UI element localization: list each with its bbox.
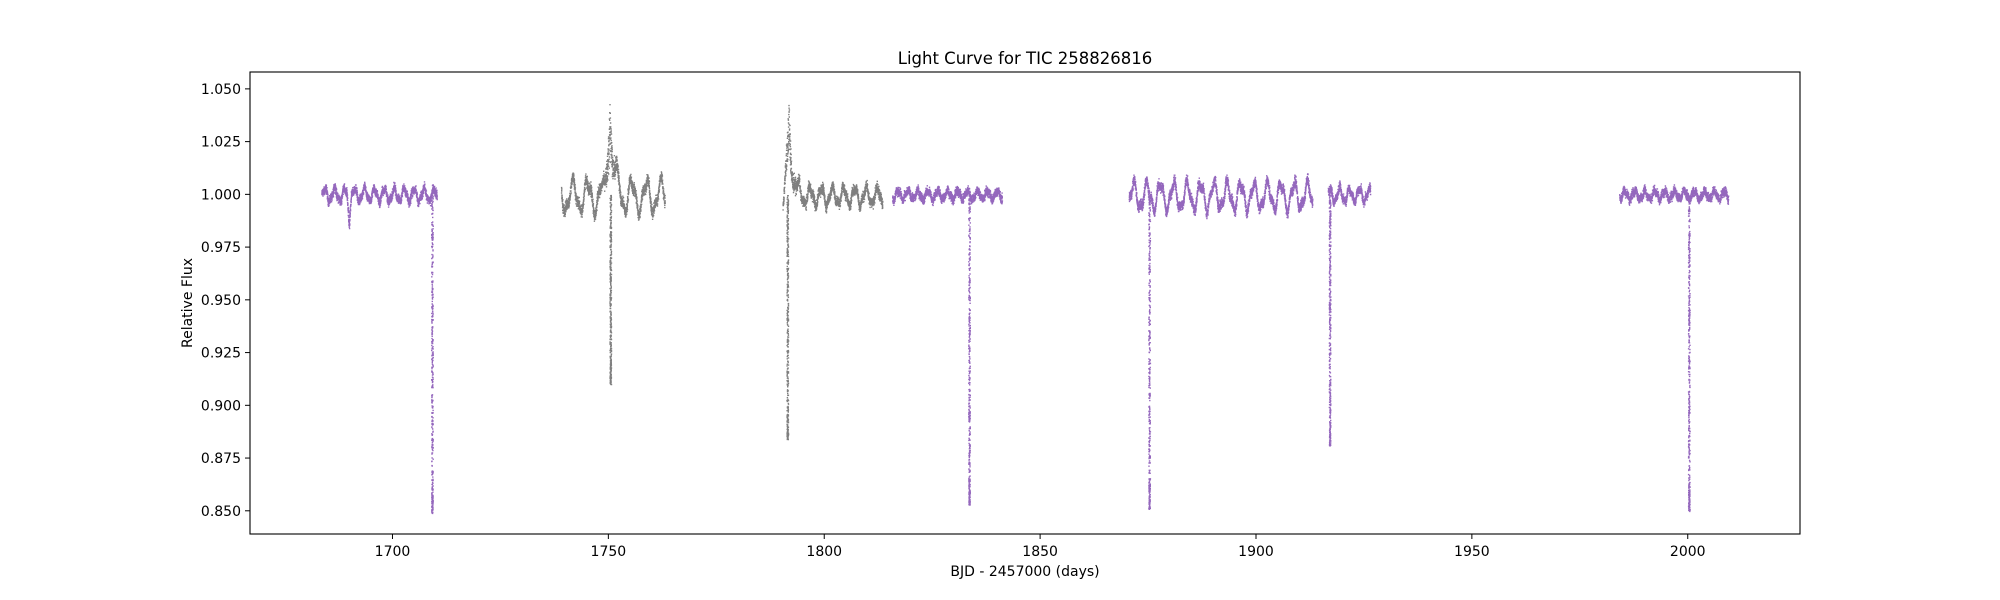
y-tick-label: 1.025 [201, 135, 241, 151]
y-tick-label: 0.975 [201, 240, 241, 256]
data-points [321, 104, 1730, 515]
y-tick-label: 0.900 [201, 398, 241, 414]
y-tick-label: 1.050 [201, 82, 241, 98]
y-tick-label: 1.000 [201, 187, 241, 203]
y-tick-label: 0.950 [201, 293, 241, 309]
y-tick-label: 0.875 [201, 451, 241, 467]
plot-frame [249, 71, 1801, 535]
y-axis-title: Relative Flux [180, 258, 196, 348]
x-axis: 1700 1750 1800 1850 1900 1950 2000 [375, 534, 1706, 560]
x-axis-title: BJD - 2457000 (days) [950, 564, 1099, 580]
series-1 [560, 104, 884, 441]
series-1-points [560, 104, 884, 441]
y-tick-label: 0.925 [201, 346, 241, 362]
x-tick-label: 2000 [1670, 544, 1706, 560]
x-tick-label: 1900 [1238, 544, 1274, 560]
plot-area [321, 104, 1730, 515]
y-axis: 0.850 0.875 0.900 0.925 0.950 0.975 1.000 1.025… [201, 82, 250, 520]
x-tick-label: 1800 [806, 544, 842, 560]
series-0 [321, 173, 1730, 515]
y-tick-label: 0.850 [201, 504, 241, 520]
x-tick-label: 1750 [591, 544, 627, 560]
x-tick-label: 1700 [375, 544, 411, 560]
x-tick-label: 1950 [1454, 544, 1490, 560]
x-tick-label: 1850 [1022, 544, 1058, 560]
chart-title: Light Curve for TIC 258826816 [898, 49, 1152, 68]
series-0-points [321, 173, 1730, 515]
